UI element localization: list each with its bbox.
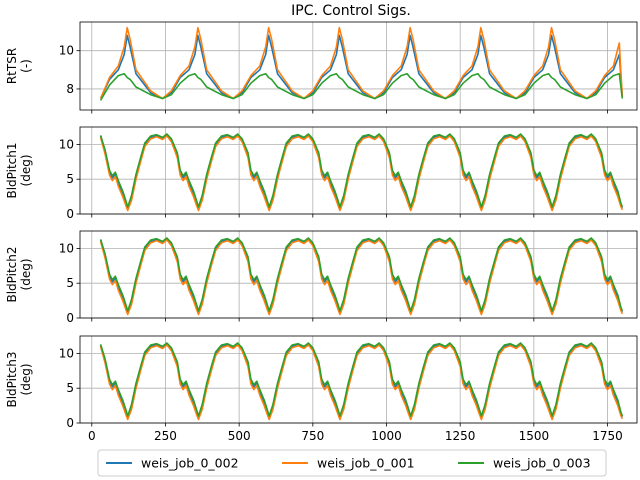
y-axis-label-name: BldPitch3 — [5, 351, 19, 407]
chart-title: IPC. Control Sigs. — [291, 3, 411, 19]
y-tick-label: 10 — [59, 241, 74, 255]
y-axis-label-unit: (deg) — [19, 155, 33, 187]
axes-frame — [79, 126, 638, 215]
series-line-weis_job_0_001 — [99, 344, 624, 421]
y-axis-label: BldPitch1(deg) — [5, 142, 33, 198]
series-line-weis_job_0_002 — [99, 34, 624, 100]
legend-box — [97, 449, 607, 477]
grid — [80, 22, 637, 110]
series-line-weis_job_0_001 — [99, 135, 624, 212]
y-axis-label: BldPitch2(deg) — [5, 246, 33, 302]
y-tick-label: 5 — [66, 276, 74, 290]
x-tick-label: 1000 — [371, 429, 402, 443]
y-tick-label: 10 — [59, 137, 74, 151]
series-line-weis_job_0_003 — [99, 133, 624, 208]
x-tick-label: 750 — [301, 429, 324, 443]
series-line-weis_job_0_003 — [99, 237, 624, 312]
legend: weis_job_0_002 weis_job_0_001 weis_job_0_0… — [97, 449, 607, 477]
x-tick-label: 0 — [88, 429, 96, 443]
y-axis-label: BldPitch3(deg) — [5, 351, 33, 407]
panel-3: 0 5 10 BldPitch2(deg) — [5, 230, 638, 325]
y-axis-label-name: BldPitch1 — [5, 142, 19, 198]
y-axis-label-unit: (deg) — [19, 364, 33, 396]
series-group — [99, 237, 624, 316]
y-axis-label-unit: (deg) — [19, 259, 33, 291]
panel-4: 0 5 10 0 250 500 750 1000 1250 1500 1750 BldPitch3(… — [5, 335, 638, 443]
y-tick-label: 5 — [66, 381, 74, 395]
y-tick-label: 0 — [66, 207, 74, 221]
y-tick-label: 0 — [66, 416, 74, 430]
axes-frame — [79, 21, 638, 111]
y-axis-label-name: RtTSR — [5, 48, 19, 84]
panel-2: 0 5 10 BldPitch1(deg) — [5, 126, 638, 221]
series-line-weis_job_0_001 — [99, 239, 624, 316]
y-axis-label-unit: (-) — [19, 59, 33, 73]
series-line-weis_job_0_001 — [99, 26, 624, 100]
y-tick-label: 5 — [66, 172, 74, 186]
series-group — [99, 342, 624, 421]
x-tick-label: 1750 — [592, 429, 623, 443]
series-line-weis_job_0_003 — [99, 72, 624, 101]
axes-frame — [79, 230, 638, 319]
y-tick-label: 0 — [66, 311, 74, 325]
y-axis-label: RtTSR(-) — [5, 48, 33, 84]
series-group — [99, 133, 624, 212]
y-tick-label: 8 — [66, 82, 74, 96]
axes-frame — [79, 335, 638, 424]
x-tick-label: 250 — [154, 429, 177, 443]
x-tick-label: 1500 — [519, 429, 550, 443]
series-line-weis_job_0_003 — [99, 342, 624, 417]
y-tick-label: 10 — [59, 346, 74, 360]
x-tick-label: 1250 — [445, 429, 476, 443]
legend-label: weis_job_0_003 — [493, 456, 591, 471]
x-tick-label: 500 — [228, 429, 251, 443]
y-tick-label: 10 — [59, 44, 74, 58]
legend-label: weis_job_0_001 — [317, 456, 415, 471]
series-group — [99, 26, 624, 101]
legend-label: weis_job_0_002 — [141, 456, 239, 471]
y-axis-label-name: BldPitch2 — [5, 246, 19, 302]
panels: 810RtTSR(-)0510BldPitch1(deg)0510BldPitc… — [5, 21, 638, 443]
panel-1: 8 10 RtTSR(-) — [5, 21, 638, 114]
